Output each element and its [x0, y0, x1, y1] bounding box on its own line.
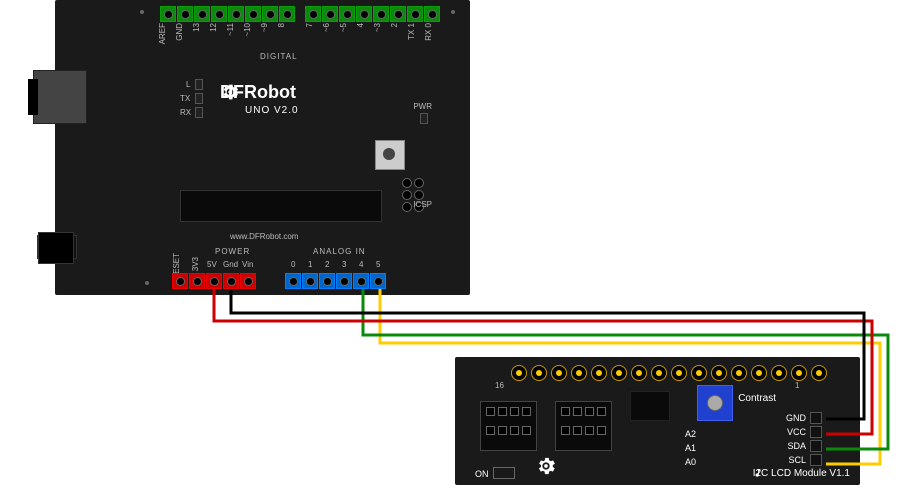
pin-label: 2: [325, 260, 329, 269]
lcd-pin-header: [511, 365, 827, 381]
pin-label: GND: [175, 23, 184, 41]
pin-label: 1: [308, 260, 312, 269]
pin-label: RX 0: [424, 23, 433, 41]
on-label: ON: [475, 469, 489, 479]
analog-label: ANALOG IN: [313, 247, 366, 256]
pin-label: Vin: [242, 260, 253, 269]
pin-label: Gnd: [223, 260, 238, 269]
mcu-chip: [180, 190, 382, 222]
analog-header: [285, 273, 386, 289]
icsp-header: [402, 178, 432, 198]
reset-button[interactable]: [375, 140, 405, 170]
pin-label: 3V3: [191, 257, 200, 271]
pin-16-label: 16: [495, 381, 504, 390]
power-label: POWER: [215, 247, 250, 256]
pin-label: 4: [356, 23, 365, 27]
arduino-board: AREF GND 13 12 ~11 ~10 ~9 8 7 ~6 ~5 4 ~3…: [55, 0, 470, 295]
contrast-label: Contrast: [738, 393, 776, 404]
led-label: RX: [180, 108, 191, 117]
pin-label: 5: [376, 260, 380, 269]
digital-label: DIGITAL: [260, 52, 298, 61]
pin-label: SCL: [788, 455, 806, 465]
pin-label: ~3: [373, 23, 382, 32]
gear-icon: [535, 455, 557, 477]
power-jack: [37, 235, 77, 259]
led-rx: [195, 107, 203, 118]
pin-label: ~5: [339, 23, 348, 32]
led-pwr: [420, 113, 428, 124]
pin-label: 2: [390, 23, 399, 27]
pin-label: 3: [342, 260, 346, 269]
pin-label: ~6: [322, 23, 331, 32]
pin-label: ~9: [260, 23, 269, 32]
pwr-label: PWR: [413, 102, 432, 111]
usb-port: [33, 70, 87, 124]
led-label: TX: [180, 94, 190, 103]
pin-label: 0: [291, 260, 295, 269]
pin-label: ~11: [226, 23, 235, 36]
pin-1-label: 1: [795, 381, 799, 390]
jumper-block-1: [480, 401, 537, 451]
pin-label: 7: [305, 23, 314, 27]
pin-label: 12: [209, 23, 218, 32]
pin-label: 4: [359, 260, 363, 269]
pin-label: GND: [786, 413, 806, 423]
pin-label: VCC: [787, 427, 806, 437]
pin-label: 13: [192, 23, 201, 32]
on-jumper: [493, 467, 515, 479]
pin-label: SDA: [787, 441, 806, 451]
power-header: [172, 273, 256, 289]
led-tx: [195, 93, 203, 104]
lcd-i2c-module: 16 1 Contrast GND VCC SDA SCL A2 A1 A0 O…: [455, 357, 860, 485]
digital-header-right: [305, 6, 440, 22]
i2c-expander-chip: [630, 391, 670, 421]
led-l: [195, 79, 203, 90]
brand-logo: DFRobot: [220, 82, 296, 103]
addr-label: A1: [685, 443, 696, 453]
jumper-block-2: [555, 401, 612, 451]
pin-label: TX 1: [407, 23, 416, 40]
icsp-label: ICSP: [413, 200, 432, 209]
i2c-connector: GND VCC SDA SCL: [786, 412, 822, 468]
url-label: www.DFRobot.com: [230, 232, 298, 241]
pin-label: AREF: [158, 23, 167, 44]
led-label: L: [186, 80, 190, 89]
pin-label: 8: [277, 23, 286, 27]
module-title: I2C LCD Module V1.1: [753, 468, 850, 479]
pin-label: 5V: [207, 260, 217, 269]
addr-label: A2: [685, 429, 696, 439]
pin-label: ~10: [243, 23, 252, 37]
addr-label: A0: [685, 457, 696, 467]
digital-header-left: [160, 6, 295, 22]
contrast-trimpot[interactable]: [697, 385, 733, 421]
model-label: UNO V2.0: [245, 105, 299, 116]
